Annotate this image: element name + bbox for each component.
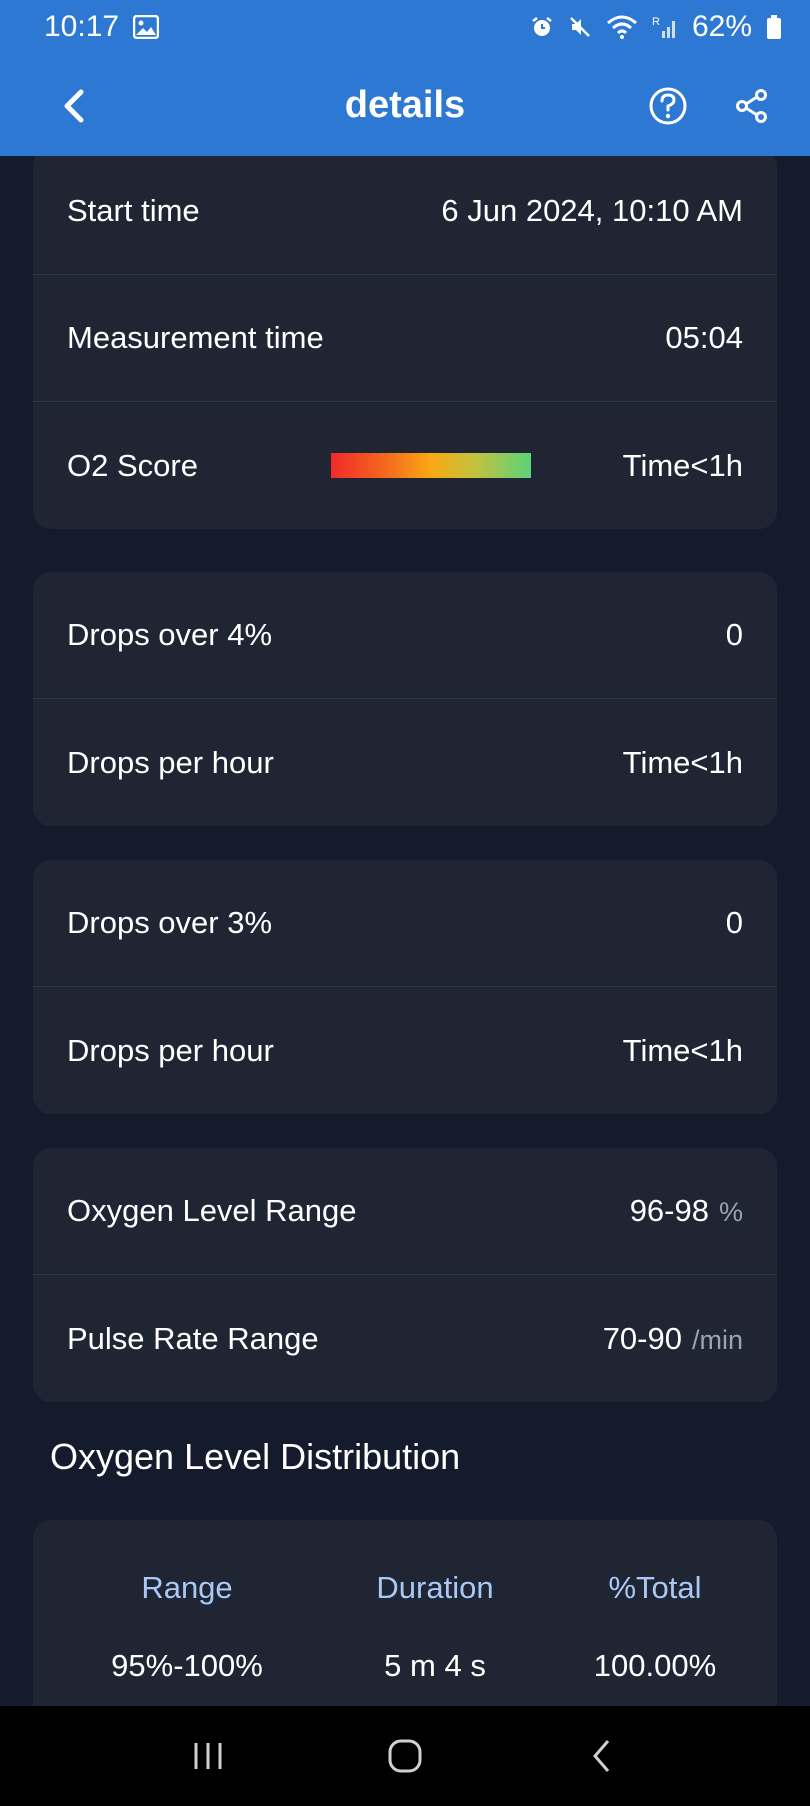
measurement-time-value: 05:04 xyxy=(665,320,743,355)
navigation-bar xyxy=(0,1706,810,1806)
header-total: %Total xyxy=(608,1570,702,1605)
cell-total: 100.00% xyxy=(593,1648,717,1683)
back-button[interactable] xyxy=(46,78,102,134)
drops-4-card: Drops over 4% 0 Drops per hour Time<1h xyxy=(33,572,777,826)
ranges-card: Oxygen Level Range 96-98 % Pulse Rate Ra… xyxy=(33,1148,777,1402)
drops-over-3-label: Drops over 3% xyxy=(67,905,273,940)
share-button[interactable] xyxy=(724,78,780,134)
drops-over-3-value: 0 xyxy=(725,905,743,940)
measurement-time-label: Measurement time xyxy=(67,320,324,355)
pulse-range-value: 70-90 xyxy=(602,1320,682,1356)
oxygen-range-row: Oxygen Level Range 96-98 % xyxy=(33,1148,777,1275)
drops-over-4-row: Drops over 4% 0 xyxy=(33,572,777,699)
nav-back-button[interactable] xyxy=(562,1726,642,1786)
start-time-label: Start time xyxy=(67,193,200,228)
share-icon xyxy=(736,89,767,123)
chevron-left-icon xyxy=(64,89,84,123)
status-time: 10:17 xyxy=(44,10,120,43)
distribution-title: Oxygen Level Distribution xyxy=(50,1436,461,1477)
drops-over-4-value: 0 xyxy=(725,617,743,652)
start-time-value: 6 Jun 2024, 10:10 AM xyxy=(441,193,743,228)
alarm-icon xyxy=(530,15,554,39)
distribution-table: Range Duration %Total 95%-100% 5 m 4 s 1… xyxy=(33,1520,777,1706)
oxygen-range-unit: % xyxy=(718,1197,743,1227)
help-circle-icon xyxy=(649,87,687,125)
cell-duration: 5 m 4 s xyxy=(384,1648,486,1683)
header-range: Range xyxy=(141,1570,233,1605)
battery-icon xyxy=(766,14,782,40)
drops-per-hour-4-row: Drops per hour Time<1h xyxy=(33,699,777,826)
signal-icon: R xyxy=(652,15,678,39)
recent-apps-icon xyxy=(194,1743,222,1769)
o2-score-gradient-bar xyxy=(331,453,531,478)
measurement-time-row: Measurement time 05:04 xyxy=(33,275,777,402)
header-duration: Duration xyxy=(376,1570,494,1605)
drops-per-hour-4-value: Time<1h xyxy=(622,744,743,780)
o2-score-value: Time<1h xyxy=(622,447,743,483)
app-bar: details xyxy=(0,54,810,156)
drops-over-3-row: Drops over 3% 0 xyxy=(33,860,777,987)
cell-range: 95%-100% xyxy=(111,1648,263,1683)
back-icon xyxy=(592,1740,609,1772)
o2-score-row: O2 Score Time<1h xyxy=(33,402,777,529)
pulse-range-unit: /min xyxy=(691,1324,743,1355)
pulse-range-label: Pulse Rate Range xyxy=(67,1320,319,1356)
details-content[interactable]: Start time 6 Jun 2024, 10:10 AM Measurem… xyxy=(0,156,810,1706)
help-button[interactable] xyxy=(640,78,696,134)
start-time-row: Start time 6 Jun 2024, 10:10 AM xyxy=(33,156,777,275)
drops-per-hour-3-row: Drops per hour Time<1h xyxy=(33,987,777,1114)
drops-per-hour-3-value: Time<1h xyxy=(622,1032,743,1068)
drops-per-hour-4-label: Drops per hour xyxy=(67,744,274,780)
oxygen-range-label: Oxygen Level Range xyxy=(67,1193,357,1228)
svg-text:R: R xyxy=(652,16,660,28)
home-icon xyxy=(388,1739,422,1773)
status-bar: 10:17 R 62% xyxy=(0,0,810,54)
wifi-icon xyxy=(606,15,638,39)
drops-per-hour-3-label: Drops per hour xyxy=(67,1032,274,1068)
oxygen-range-value: 96-98 xyxy=(629,1193,709,1228)
page-title: details xyxy=(344,83,466,126)
pulse-range-row: Pulse Rate Range 70-90 /min xyxy=(33,1275,777,1402)
drops-over-4-label: Drops over 4% xyxy=(67,617,273,652)
o2-score-label: O2 Score xyxy=(67,447,198,483)
summary-card: Start time 6 Jun 2024, 10:10 AM Measurem… xyxy=(33,156,777,529)
home-button[interactable] xyxy=(365,1726,445,1786)
image-icon xyxy=(133,15,160,39)
battery-percentage: 62% xyxy=(691,10,752,43)
mute-icon xyxy=(568,15,592,39)
recent-apps-button[interactable] xyxy=(168,1726,248,1786)
drops-3-card: Drops over 3% 0 Drops per hour Time<1h xyxy=(33,860,777,1114)
